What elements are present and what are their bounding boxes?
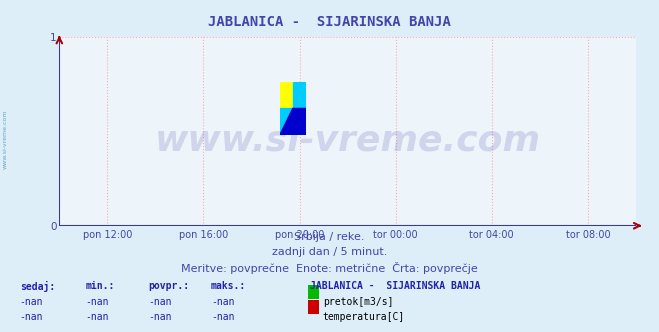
Text: -nan: -nan	[86, 297, 109, 307]
Polygon shape	[293, 82, 306, 109]
Text: pretok[m3/s]: pretok[m3/s]	[323, 297, 393, 307]
Text: Srbija / reke.: Srbija / reke.	[295, 232, 364, 242]
Text: min.:: min.:	[86, 281, 115, 290]
Text: -nan: -nan	[20, 297, 43, 307]
Polygon shape	[280, 82, 293, 109]
Text: -nan: -nan	[211, 312, 235, 322]
Text: JABLANICA -  SIJARINSKA BANJA: JABLANICA - SIJARINSKA BANJA	[208, 15, 451, 29]
Polygon shape	[280, 109, 293, 135]
Text: -nan: -nan	[20, 312, 43, 322]
Text: -nan: -nan	[148, 297, 172, 307]
Polygon shape	[280, 109, 306, 135]
Text: -nan: -nan	[86, 312, 109, 322]
Text: Meritve: povprečne  Enote: metrične  Črta: povprečje: Meritve: povprečne Enote: metrične Črta:…	[181, 262, 478, 274]
Text: maks.:: maks.:	[211, 281, 246, 290]
Text: povpr.:: povpr.:	[148, 281, 189, 290]
Text: -nan: -nan	[211, 297, 235, 307]
Text: www.si-vreme.com: www.si-vreme.com	[3, 110, 8, 169]
Text: temperatura[C]: temperatura[C]	[323, 312, 405, 322]
Text: zadnji dan / 5 minut.: zadnji dan / 5 minut.	[272, 247, 387, 257]
Text: www.si-vreme.com: www.si-vreme.com	[155, 124, 540, 158]
Text: JABLANICA -  SIJARINSKA BANJA: JABLANICA - SIJARINSKA BANJA	[310, 281, 480, 290]
Text: sedaj:: sedaj:	[20, 281, 55, 291]
Text: -nan: -nan	[148, 312, 172, 322]
